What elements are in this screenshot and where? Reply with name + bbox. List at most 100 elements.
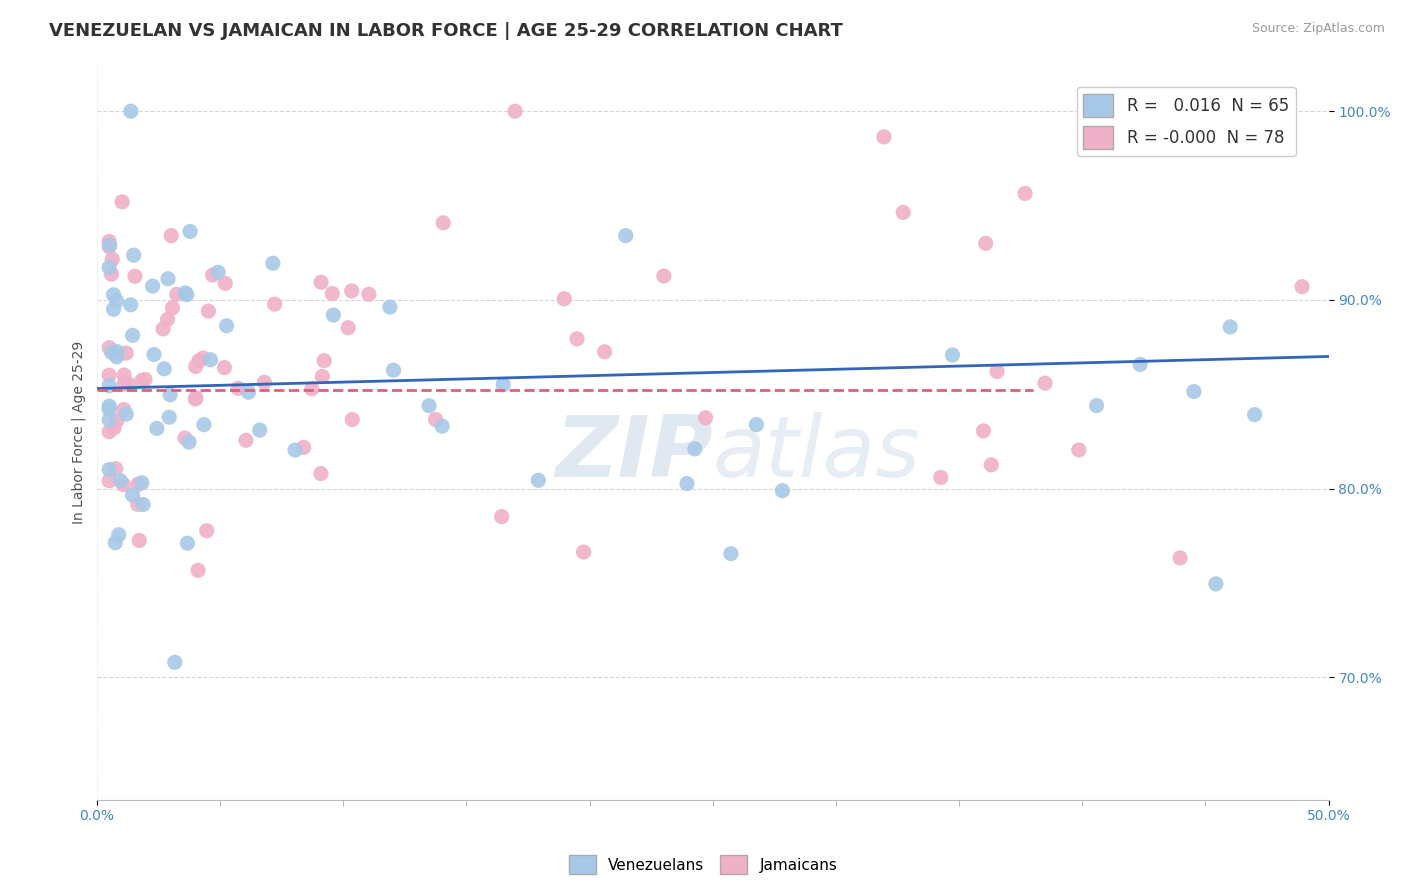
- Point: [118, 377, 141, 392]
- Point: [695, 410, 717, 425]
- Point: [418, 399, 440, 413]
- Point: [201, 268, 224, 282]
- Point: [195, 524, 218, 538]
- Point: [337, 320, 360, 334]
- Point: [184, 391, 207, 405]
- Point: [322, 308, 344, 322]
- Point: [112, 376, 135, 391]
- Point: [166, 287, 188, 301]
- Point: [593, 344, 616, 359]
- Point: [174, 431, 197, 445]
- Point: [342, 412, 364, 426]
- Point: [156, 312, 179, 326]
- Point: [253, 376, 276, 390]
- Point: [980, 458, 1002, 472]
- Point: [197, 304, 219, 318]
- Point: [340, 284, 363, 298]
- Point: [357, 287, 380, 301]
- Point: [214, 360, 236, 375]
- Point: [929, 470, 952, 484]
- Point: [103, 302, 125, 317]
- Text: ZIP: ZIP: [555, 412, 713, 495]
- Point: [1291, 279, 1313, 293]
- Point: [207, 265, 229, 279]
- Point: [972, 424, 994, 438]
- Point: [184, 359, 207, 374]
- Point: [1182, 384, 1205, 399]
- Point: [193, 417, 215, 432]
- Point: [143, 347, 166, 361]
- Point: [1205, 577, 1227, 591]
- Point: [215, 318, 238, 333]
- Point: [572, 545, 595, 559]
- Point: [111, 194, 134, 209]
- Point: [553, 292, 575, 306]
- Point: [176, 287, 198, 301]
- Point: [974, 236, 997, 251]
- Point: [122, 248, 145, 262]
- Point: [188, 353, 211, 368]
- Point: [249, 423, 271, 437]
- Point: [614, 228, 637, 243]
- Point: [121, 488, 143, 502]
- Point: [1014, 186, 1036, 201]
- Point: [131, 475, 153, 490]
- Point: [652, 268, 675, 283]
- Legend: R =   0.016  N = 65, R = -0.000  N = 78: R = 0.016 N = 65, R = -0.000 N = 78: [1077, 87, 1296, 156]
- Point: [226, 381, 249, 395]
- Point: [262, 256, 284, 270]
- Point: [683, 442, 706, 456]
- Point: [565, 332, 588, 346]
- Point: [127, 477, 149, 491]
- Point: [131, 373, 153, 387]
- Point: [191, 351, 214, 365]
- Point: [941, 348, 963, 362]
- Point: [98, 238, 121, 252]
- Point: [745, 417, 768, 432]
- Point: [425, 412, 447, 426]
- Point: [115, 346, 138, 360]
- Point: [432, 216, 454, 230]
- Point: [1168, 550, 1191, 565]
- Point: [378, 300, 401, 314]
- Point: [124, 269, 146, 284]
- Legend: Venezuelans, Jamaicans: Venezuelans, Jamaicans: [562, 849, 844, 880]
- Point: [162, 301, 184, 315]
- Text: VENEZUELAN VS JAMAICAN IN LABOR FORCE | AGE 25-29 CORRELATION CHART: VENEZUELAN VS JAMAICAN IN LABOR FORCE | …: [49, 22, 844, 40]
- Point: [527, 473, 550, 487]
- Point: [770, 483, 793, 498]
- Point: [146, 421, 169, 435]
- Point: [105, 344, 128, 359]
- Point: [142, 279, 165, 293]
- Point: [200, 352, 222, 367]
- Point: [127, 497, 149, 511]
- Point: [98, 368, 121, 383]
- Point: [187, 563, 209, 577]
- Point: [891, 205, 914, 219]
- Point: [98, 402, 121, 417]
- Text: Source: ZipAtlas.com: Source: ZipAtlas.com: [1251, 22, 1385, 36]
- Point: [104, 535, 127, 549]
- Point: [238, 385, 260, 400]
- Point: [121, 328, 143, 343]
- Point: [120, 298, 142, 312]
- Point: [159, 388, 181, 402]
- Point: [105, 293, 128, 308]
- Point: [98, 235, 121, 249]
- Point: [311, 369, 333, 384]
- Point: [120, 104, 142, 119]
- Point: [177, 435, 200, 450]
- Point: [430, 419, 453, 434]
- Point: [309, 275, 332, 289]
- Point: [176, 536, 198, 550]
- Point: [128, 533, 150, 548]
- Point: [104, 461, 127, 475]
- Point: [98, 378, 121, 392]
- Point: [98, 260, 121, 275]
- Point: [284, 443, 307, 458]
- Point: [1033, 376, 1056, 391]
- Point: [152, 322, 174, 336]
- Point: [98, 341, 121, 355]
- Point: [112, 477, 135, 491]
- Point: [1067, 442, 1090, 457]
